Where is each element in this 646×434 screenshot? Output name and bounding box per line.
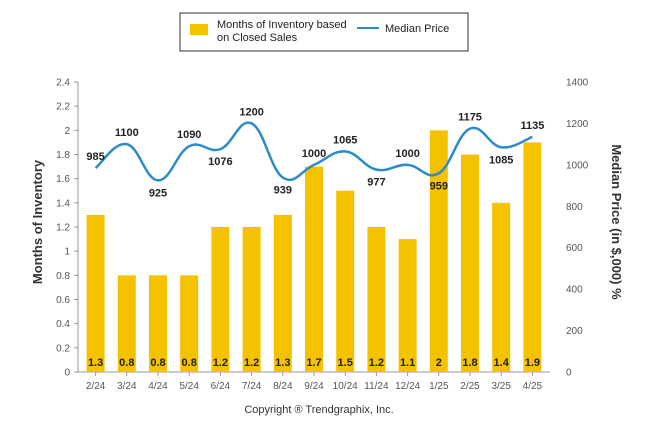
line-value-label: 959 [430,180,448,192]
left-tick-label: 0.2 [56,343,70,354]
bar [367,227,386,372]
line-value-label: 1085 [489,154,513,166]
x-tick-label: 6/24 [211,381,231,392]
copyright-footer: Copyright ® Trendgraphix, Inc. [244,404,393,416]
left-tick-label: 0.6 [56,295,70,306]
bar-value-label: 1.2 [369,357,384,369]
bar-value-label: 1.2 [244,357,259,369]
left-tick-label: 2.2 [56,102,70,113]
legend-frame [179,12,469,52]
bar-value-label: 1.2 [213,357,228,369]
bar-value-label: 1.7 [306,357,321,369]
line-value-label: 1000 [302,148,326,160]
x-tick-label: 8/24 [273,381,293,392]
legend-bar-label-line2: on Closed Sales [217,32,298,44]
bar-value-label: 1.4 [494,357,510,369]
y2-axis-title: Median Price (in $,000) % [609,144,624,300]
x-axis-ticks: 2/24 3/24 4/24 5/24 6/24 7/24 8/24 9/24 10/24 11/… [86,372,543,392]
right-tick-label: 200 [566,326,583,337]
bar-series: 1.3 0.8 0.8 0.8 1.2 1.2 1.3 1.7 1.5 1.2 1.1 2 1.8 1.4… [86,130,542,372]
left-tick-label: 2 [64,126,70,137]
line-value-label: 925 [149,187,167,199]
line-value-label: 1100 [115,127,139,139]
bar-value-label: 1.1 [400,357,415,369]
bar-value-label: 1.8 [462,357,477,369]
line-value-label: 939 [274,184,292,196]
x-tick-label: 4/25 [523,381,543,392]
line-value-label: 1076 [208,156,232,168]
bar [461,154,479,372]
bar-value-label: 0.8 [150,357,165,369]
right-tick-label: 600 [566,243,583,254]
right-tick-label: 1400 [566,78,589,89]
legend-bar-label-line1: Months of Inventory based [217,19,347,31]
legend: Months of Inventory based on Closed Sale… [179,12,469,52]
bar-value-label: 0.8 [182,357,197,369]
right-tick-label: 0 [566,368,572,379]
y-axis-title: Months of Inventory [30,159,45,284]
left-tick-label: 1.4 [56,198,70,209]
bar-value-label: 1.9 [525,357,540,369]
bar [86,214,105,372]
x-tick-label: 11/24 [364,381,389,392]
right-tick-label: 1200 [566,119,589,130]
line-value-label: 985 [86,151,104,163]
bar-value-label: 1.3 [88,357,103,369]
left-axis-ticks: 0 0.2 0.4 0.6 0.8 1 1.2 1.4 1.6 1.8 2 2.2 2.4 [56,78,78,379]
x-tick-label: 7/24 [242,381,262,392]
bar [273,214,292,372]
legend-bar-swatch [190,24,208,35]
x-tick-label: 1/25 [429,381,449,392]
line-series [94,121,533,182]
left-tick-label: 0.4 [56,319,70,330]
right-tick-label: 800 [566,202,583,213]
left-tick-label: 2.4 [56,78,70,89]
line-series-labels: 985 1100 925 1090 1076 1200 939 1000 1065 977 1000… [86,106,544,199]
legend-line-label: Median Price [385,23,449,35]
left-tick-label: 0 [64,368,70,379]
x-tick-label: 10/24 [333,381,358,392]
left-tick-label: 1 [64,247,70,258]
line-value-label: 977 [367,177,385,189]
bar [398,239,417,372]
x-tick-label: 12/24 [395,381,420,392]
line-value-label: 1000 [395,148,419,160]
bar [211,227,230,372]
x-tick-label: 5/24 [179,381,199,392]
bar [305,166,323,372]
left-tick-label: 1.8 [56,150,70,161]
line-value-label: 1065 [333,134,357,146]
bar-value-label: 2 [436,357,442,369]
bar [149,275,167,372]
x-tick-label: 4/24 [148,381,168,392]
line-value-label: 1135 [520,120,544,132]
right-axis-ticks: 0 200 400 600 800 1000 1200 1400 [566,78,589,379]
x-tick-label: 2/25 [460,381,480,392]
left-tick-label: 0.8 [56,271,70,282]
bar [429,130,448,372]
bar [180,275,199,372]
bar-value-label: 1.3 [275,357,290,369]
line-value-label: 1175 [458,112,482,124]
x-tick-label: 3/25 [491,381,511,392]
x-tick-label: 9/24 [304,381,324,392]
right-tick-label: 1000 [566,160,589,171]
left-tick-label: 1.2 [56,223,70,234]
bar [336,190,355,372]
median-price-line [94,121,533,182]
bar [242,227,261,372]
line-value-label: 1200 [239,106,263,118]
x-tick-label: 3/24 [117,381,137,392]
line-value-label: 1090 [177,129,201,141]
bar [117,275,136,372]
bar [492,202,511,372]
left-tick-label: 1.6 [56,174,70,185]
bar [523,142,542,372]
bar-value-label: 0.8 [119,357,134,369]
x-tick-label: 2/24 [86,381,106,392]
bar-value-label: 1.5 [338,357,353,369]
right-tick-label: 400 [566,285,583,296]
